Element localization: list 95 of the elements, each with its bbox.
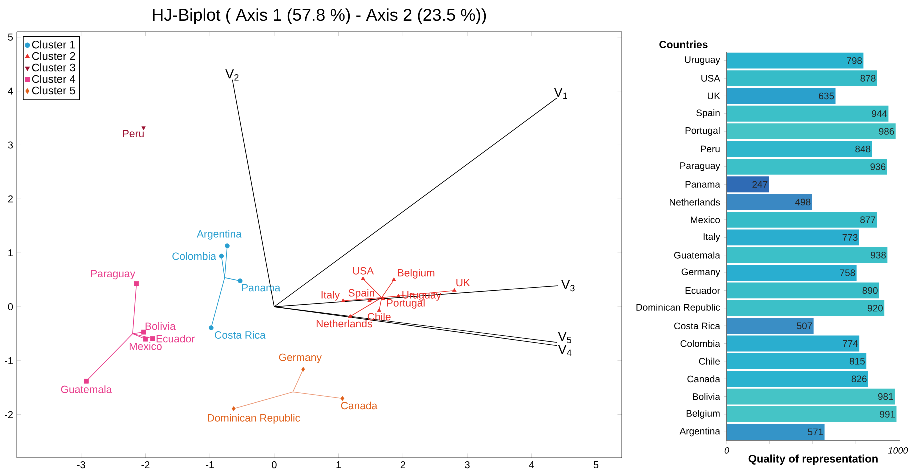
series-label: V$_{1}$ xyxy=(554,88,568,100)
y-tick-label: Spain xyxy=(696,109,720,118)
x-tick-label: -1 xyxy=(206,462,214,468)
annotation: Dominican Republic xyxy=(208,414,300,424)
annotation: Bolivia xyxy=(146,322,176,330)
y-tick-label: Peru xyxy=(701,146,720,153)
annotation: Peru xyxy=(123,130,144,138)
annotation: Germany xyxy=(279,354,322,364)
y-tick-label: Mexico xyxy=(691,216,720,224)
data-label: 848 xyxy=(856,146,871,153)
legend-label: Cluster 3 xyxy=(32,64,76,72)
legend-label: Cluster 2 xyxy=(32,52,76,60)
y-tick-label: 5 xyxy=(8,34,14,41)
legend-label: Cluster 5 xyxy=(32,86,76,95)
data-label: 920 xyxy=(868,305,883,312)
y-tick-label: Argentina xyxy=(680,428,720,437)
y-tick-label: 4 xyxy=(8,88,14,95)
series-label: V$_{3}$ xyxy=(562,280,575,292)
annotation: Mexico xyxy=(130,342,162,350)
y-tick-label: Colombia xyxy=(680,340,720,348)
annotation: Argentina xyxy=(197,230,242,240)
y-tick-label: Portugal xyxy=(686,127,720,136)
data-label: 758 xyxy=(840,270,856,276)
annotation: Netherlands xyxy=(316,320,372,328)
series-label: V$_{2}$ xyxy=(226,70,239,81)
y-tick-label: -1 xyxy=(5,357,13,364)
y-axis-title: Countries xyxy=(660,40,708,48)
data-label: 247 xyxy=(752,181,768,188)
data-label: 991 xyxy=(880,411,896,418)
x-tick-label: 1 xyxy=(336,462,342,468)
data-label: 571 xyxy=(808,428,824,436)
y-tick-label: Germany xyxy=(682,268,720,278)
x-tick-label: 0 xyxy=(272,462,277,469)
x-tick-label: 1000 xyxy=(888,448,908,454)
x-tick-label: 3 xyxy=(465,462,470,469)
data-label: 773 xyxy=(842,234,858,242)
annotation: USA xyxy=(353,267,374,275)
y-tick-label: Italy xyxy=(704,233,720,242)
data-label: 878 xyxy=(860,75,876,82)
data-label: 774 xyxy=(843,340,858,348)
annotation: Paraguay xyxy=(91,270,136,280)
x-tick-label: 4 xyxy=(529,462,534,468)
data-label: 798 xyxy=(847,57,862,64)
y-tick-label: Ecuador xyxy=(686,287,720,294)
y-tick-label: 0 xyxy=(8,303,14,311)
data-label: 981 xyxy=(878,393,894,400)
data-label: 938 xyxy=(871,252,886,259)
annotation: Italy xyxy=(322,291,340,301)
annotation: Chile xyxy=(368,312,391,321)
y-tick-label: Chile xyxy=(699,358,720,365)
annotation: UK xyxy=(456,279,470,287)
chart-title: HJ-Biplot ( Axis 1 (57.8 %) - Axis 2 (23.5 %)) xyxy=(153,8,486,24)
y-tick-label: Canada xyxy=(688,376,720,383)
legend-label: Cluster 1 xyxy=(32,40,76,49)
y-tick-label: Dominican Republic xyxy=(636,304,720,313)
data-label: 877 xyxy=(860,216,876,224)
annotation: Colombia xyxy=(172,252,216,260)
x-tick-label: 2 xyxy=(400,462,406,468)
y-tick-label: USA xyxy=(702,75,720,82)
annotation: Guatemala xyxy=(61,386,112,394)
y-tick-label: Belgium xyxy=(686,410,720,419)
annotation: Canada xyxy=(341,402,378,410)
data-label: 498 xyxy=(795,198,811,206)
y-tick-label: Bolivia xyxy=(693,393,720,400)
y-tick-label: Uruguay xyxy=(685,56,720,66)
data-label: 890 xyxy=(862,287,878,294)
y-tick-label: Costa Rica xyxy=(674,322,720,330)
y-tick-label: UK xyxy=(708,92,720,100)
y-tick-label: Panama xyxy=(686,181,720,188)
y-tick-label: -2 xyxy=(5,411,13,418)
y-tick-label: Paraguay xyxy=(680,162,720,172)
x-tick-label: -3 xyxy=(77,462,86,469)
annotation: Spain xyxy=(348,289,374,299)
annotation: Ecuador xyxy=(156,334,195,343)
series-label: V$_{4}$ xyxy=(558,345,572,356)
data-label: 507 xyxy=(797,322,812,330)
y-tick-label: Netherlands xyxy=(670,198,720,206)
x-tick-label: -2 xyxy=(142,462,150,468)
legend-label: Cluster 4 xyxy=(32,75,76,84)
y-tick-label: 1 xyxy=(8,250,13,257)
x-tick-label: 5 xyxy=(594,462,599,468)
x-axis-title: Quality of representation xyxy=(748,454,878,466)
y-tick-label: 2 xyxy=(8,196,13,203)
data-label: 815 xyxy=(850,358,865,365)
annotation: Costa Rica xyxy=(215,331,266,339)
annotation: Belgium xyxy=(398,269,435,279)
data-label: 986 xyxy=(879,128,894,135)
data-label: 936 xyxy=(870,164,886,170)
annotation: Portugal xyxy=(387,299,425,309)
data-label: 635 xyxy=(819,92,834,100)
y-tick-label: 3 xyxy=(8,142,14,149)
data-label: 944 xyxy=(872,110,888,118)
data-label: 826 xyxy=(852,376,867,382)
y-tick-label: Guatemala xyxy=(674,252,720,259)
series-label: V$_{5}$ xyxy=(558,332,572,344)
